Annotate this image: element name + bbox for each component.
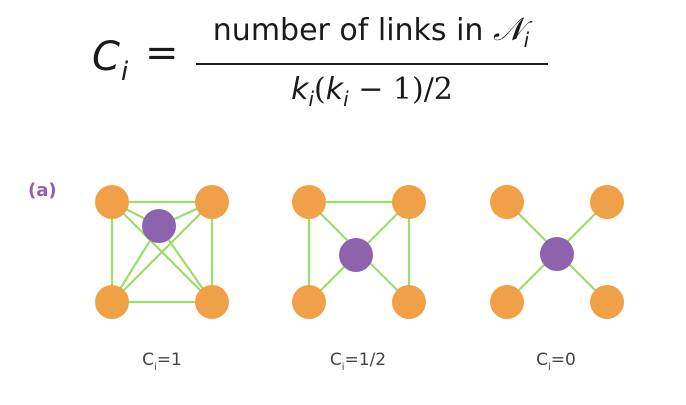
formula-denominator-k2: k xyxy=(325,72,344,107)
neighbor-node xyxy=(95,185,129,219)
neighbor-node xyxy=(95,285,129,319)
neighbor-node xyxy=(392,185,426,219)
caption-index: i xyxy=(548,362,551,373)
formula-denominator-index: i xyxy=(308,87,315,111)
caption-index: i xyxy=(154,362,157,373)
formula-lhs-symbol: C xyxy=(92,34,120,80)
caption-index: i xyxy=(341,362,345,373)
center-node xyxy=(540,237,574,271)
formula-numerator-set: 𝒩 xyxy=(492,10,524,48)
neighbor-node xyxy=(292,185,326,219)
fraction-bar xyxy=(196,63,548,65)
neighbor-node xyxy=(195,285,229,319)
formula-denominator-open: ( xyxy=(314,72,326,107)
caption-value: =1 xyxy=(156,350,182,370)
formula-numerator-text: number of links in xyxy=(212,13,493,48)
neighbor-node xyxy=(292,285,326,319)
formula-denominator-k: k xyxy=(291,72,309,107)
caption-symbol: C xyxy=(329,350,342,370)
neighbor-node xyxy=(195,185,229,219)
graph-clustering-half xyxy=(292,185,426,319)
link xyxy=(111,201,213,303)
graph-clustering-one xyxy=(95,185,229,319)
caption-symbol: C xyxy=(142,350,155,370)
clustering-coefficient-formula: Ci = number of links in 𝒩i ki(ki − 1)/2 xyxy=(0,0,686,130)
caption-value: =0 xyxy=(550,350,576,370)
formula-lhs: Ci xyxy=(92,34,128,87)
panel-label: (a) xyxy=(28,180,57,201)
formula-lhs-index: i xyxy=(120,57,129,87)
neighbor-node xyxy=(490,285,524,319)
neighbor-node xyxy=(490,185,524,219)
formula-numerator: number of links in 𝒩i xyxy=(196,10,546,52)
center-node xyxy=(142,209,176,243)
caption-graph-two: Ci=1/2 xyxy=(329,350,387,373)
neighbor-node xyxy=(392,285,426,319)
caption-graph-one: Ci=1 xyxy=(142,350,182,373)
formula-denominator: ki(ki − 1)/2 xyxy=(196,72,548,111)
neighbor-node xyxy=(590,285,624,319)
neighbor-node xyxy=(590,185,624,219)
caption-symbol: C xyxy=(536,350,549,370)
caption-graph-three: Ci=0 xyxy=(536,350,576,373)
center-node xyxy=(339,238,373,272)
formula-equals: = xyxy=(145,30,179,76)
formula-denominator-rest: − 1)/2 xyxy=(348,72,453,107)
formula-denominator-index2: i xyxy=(343,87,349,111)
caption-value: =1/2 xyxy=(344,350,387,370)
formula-numerator-index: i xyxy=(523,28,530,52)
graph-clustering-zero xyxy=(490,185,624,319)
